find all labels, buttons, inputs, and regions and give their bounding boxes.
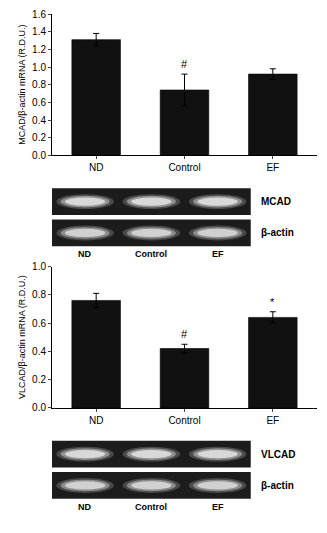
svg-text:1.2: 1.2 bbox=[32, 44, 46, 55]
svg-text:VLCAD: VLCAD bbox=[261, 449, 295, 460]
svg-text:MCAD: MCAD bbox=[261, 196, 291, 207]
svg-text:EF: EF bbox=[266, 162, 279, 173]
svg-text:MCAD/β-actin mRNA (R.D.U.): MCAD/β-actin mRNA (R.D.U.) bbox=[17, 25, 27, 145]
svg-text:ND: ND bbox=[89, 415, 103, 426]
svg-text:EF: EF bbox=[212, 502, 224, 512]
svg-text:#: # bbox=[181, 58, 188, 70]
svg-text:Control: Control bbox=[168, 415, 200, 426]
svg-text:0.8: 0.8 bbox=[32, 289, 46, 300]
svg-text:#: # bbox=[181, 328, 188, 340]
svg-text:1.0: 1.0 bbox=[32, 62, 46, 73]
svg-text:1.4: 1.4 bbox=[32, 26, 46, 37]
svg-text:EF: EF bbox=[266, 415, 279, 426]
svg-text:ND: ND bbox=[78, 502, 91, 512]
svg-text:0.0: 0.0 bbox=[32, 150, 46, 161]
svg-text:0.6: 0.6 bbox=[32, 97, 46, 108]
svg-text:0.0: 0.0 bbox=[32, 402, 46, 413]
svg-text:0.2: 0.2 bbox=[32, 132, 46, 143]
svg-text:1.6: 1.6 bbox=[32, 9, 46, 20]
svg-text:0.4: 0.4 bbox=[32, 346, 46, 357]
svg-text:ND: ND bbox=[78, 249, 91, 259]
svg-text:Control: Control bbox=[135, 249, 167, 259]
svg-text:VLCAD/β-actin mRNA (R.D.U.): VLCAD/β-actin mRNA (R.D.U.) bbox=[17, 275, 27, 399]
svg-text:β-actin: β-actin bbox=[261, 227, 294, 238]
svg-text:Control: Control bbox=[168, 162, 200, 173]
svg-text:0.2: 0.2 bbox=[32, 374, 46, 385]
svg-text:ND: ND bbox=[89, 162, 103, 173]
svg-text:β-actin: β-actin bbox=[261, 480, 294, 491]
svg-text:Control: Control bbox=[135, 502, 167, 512]
svg-text:1.0: 1.0 bbox=[32, 261, 46, 272]
svg-text:0.4: 0.4 bbox=[32, 115, 46, 126]
svg-text:EF: EF bbox=[212, 249, 224, 259]
svg-text:0.8: 0.8 bbox=[32, 79, 46, 90]
svg-text:0.6: 0.6 bbox=[32, 318, 46, 329]
svg-text:*: * bbox=[270, 296, 275, 308]
